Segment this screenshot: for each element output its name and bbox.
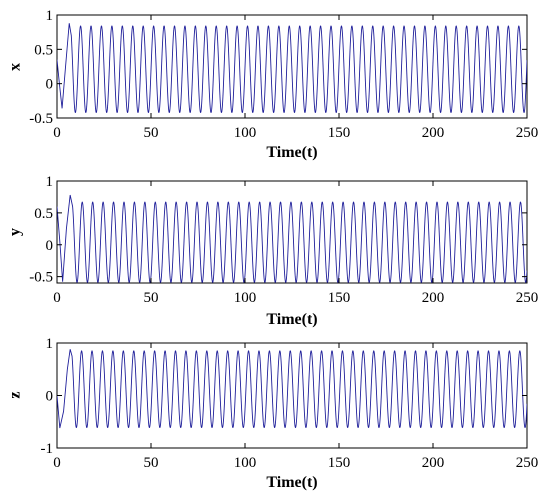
series-line [57, 349, 527, 429]
series-z [57, 349, 527, 429]
x-tick-label: 0 [53, 290, 61, 306]
y-tick-label: -0.5 [29, 111, 53, 127]
x-tick-label: 250 [516, 125, 539, 141]
y-tick-label: 0.5 [34, 42, 53, 58]
x-axis-label-x: Time(t) [266, 144, 317, 161]
y-tick-label: 0.5 [34, 206, 53, 222]
y-tick-label: 1 [46, 8, 54, 24]
y-axis-label-y: y [7, 228, 24, 236]
y-tick-label: -1 [41, 441, 54, 457]
series-x [57, 23, 527, 114]
series-line [57, 194, 527, 283]
x-axis-label-z: Time(t) [266, 474, 317, 491]
x-tick-label: 0 [53, 125, 61, 141]
panel-y: 0 50 100 150 200 250-0.500.51 y Time(t) [7, 174, 539, 328]
panel-z: 0 50 100 150 200 250-101 z Time(t) [7, 336, 539, 491]
y-tick-label: 0 [46, 77, 54, 93]
x-tick-label: 250 [516, 455, 539, 471]
x-tick-label: 250 [516, 290, 539, 306]
x-tick-label: 50 [144, 125, 159, 141]
series-line [57, 23, 527, 114]
y-tick-label: 1 [46, 336, 54, 352]
x-tick-label: 150 [328, 290, 351, 306]
x-tick-label: 200 [422, 290, 445, 306]
y-axis-label-z: z [7, 391, 24, 398]
x-tick-label: 200 [422, 455, 445, 471]
y-tick-label: 1 [46, 174, 54, 190]
x-tick-label: 150 [328, 125, 351, 141]
panel-x: 0 50 100 150 200 250-0.500.51 x Time(t) [7, 8, 539, 161]
y-tick-label: -0.5 [29, 270, 53, 286]
x-axis-label-y: Time(t) [266, 311, 317, 328]
x-tick-label: 100 [234, 125, 257, 141]
plot-area-y [56, 180, 528, 284]
x-tick-label: 50 [144, 290, 159, 306]
x-tick-label: 150 [328, 455, 351, 471]
x-tick-label: 100 [234, 455, 257, 471]
x-tick-label: 100 [234, 290, 257, 306]
x-tick-label: 0 [53, 455, 61, 471]
x-tick-label: 200 [422, 125, 445, 141]
x-tick-label: 50 [144, 455, 159, 471]
y-axis-label-x: x [7, 63, 24, 71]
series-y [57, 194, 527, 283]
ticks-z: 0 50 100 150 200 250-101 [41, 336, 539, 471]
y-tick-label: 0 [46, 238, 54, 254]
ticks-y: 0 50 100 150 200 250-0.500.51 [29, 174, 538, 306]
y-tick-label: 0 [46, 389, 54, 405]
ticks-x: 0 50 100 150 200 250-0.500.51 [29, 8, 538, 141]
